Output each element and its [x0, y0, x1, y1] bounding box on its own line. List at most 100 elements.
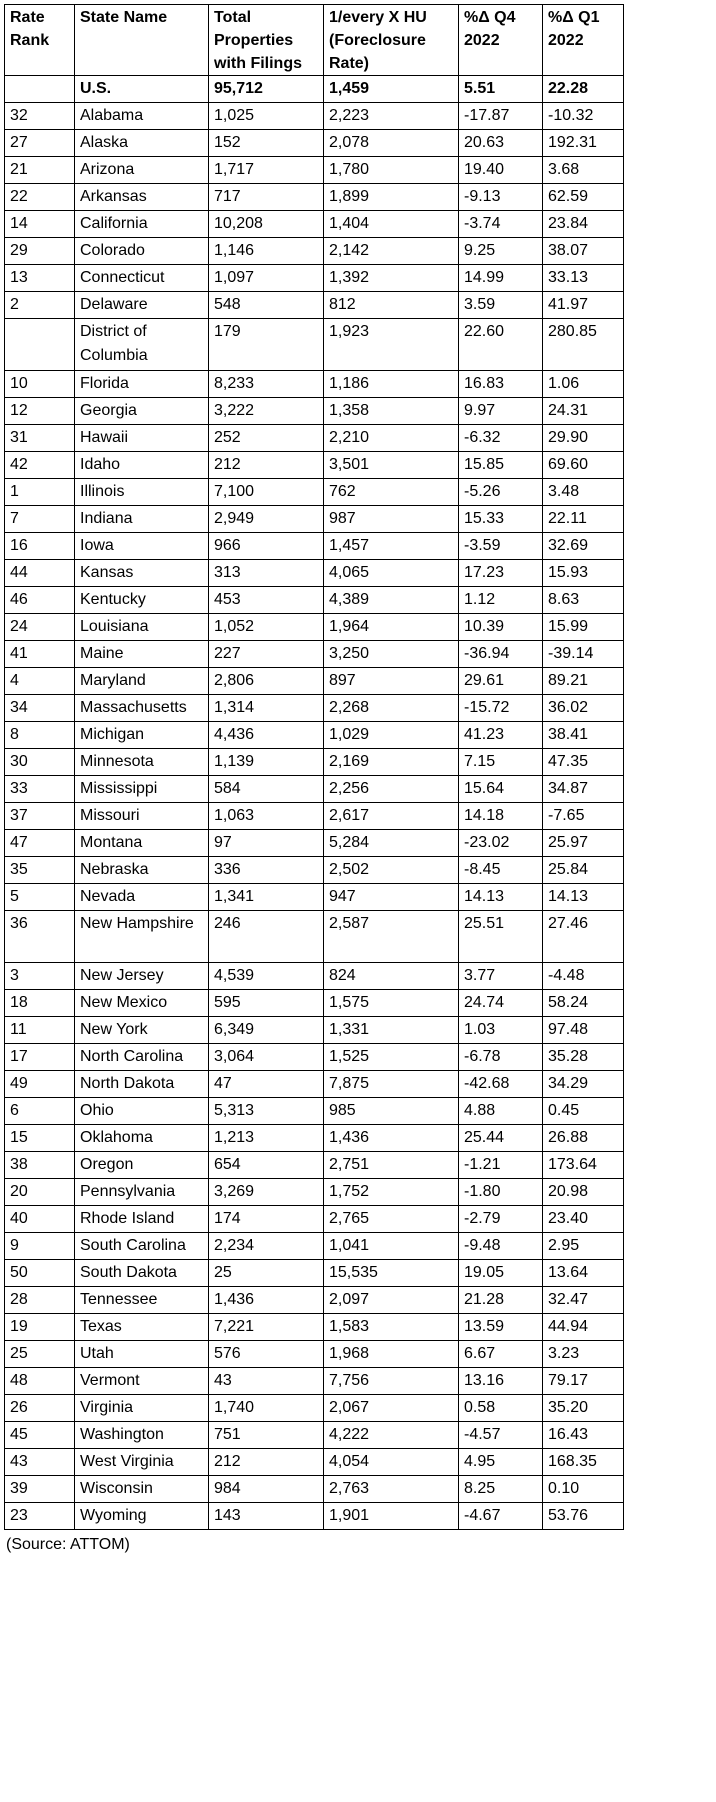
table-row: 27 Alaska 152 2,078 20.63 192.31 [4, 129, 624, 157]
total-properties-cell: 1,063 [208, 802, 324, 830]
rank-cell: 26 [4, 1394, 75, 1422]
table-row: 32 Alabama 1,025 2,223 -17.87 -10.32 [4, 102, 624, 130]
change-q4-cell: 19.05 [458, 1259, 543, 1287]
change-q4-cell: 4.95 [458, 1448, 543, 1476]
state-name-cell: New Hampshire [74, 910, 209, 963]
table-row: 28 Tennessee 1,436 2,097 21.28 32.47 [4, 1286, 624, 1314]
state-name-cell: Nevada [74, 883, 209, 911]
total-properties-cell: 336 [208, 856, 324, 884]
state-name-cell: Vermont [74, 1367, 209, 1395]
header-change-q4-2022: %Δ Q4 2022 [458, 4, 543, 76]
change-q1-cell: 3.68 [542, 156, 624, 184]
table-row: 47 Montana 97 5,284 -23.02 25.97 [4, 829, 624, 857]
us-change-q1-cell: 22.28 [542, 75, 624, 103]
change-q4-cell: 3.77 [458, 962, 543, 990]
change-q1-cell: 35.28 [542, 1043, 624, 1071]
rank-cell: 34 [4, 694, 75, 722]
us-foreclosure-rate-cell: 1,459 [323, 75, 459, 103]
change-q4-cell: 21.28 [458, 1286, 543, 1314]
state-name-cell: Ohio [74, 1097, 209, 1125]
foreclosure-rate-cell: 1,404 [323, 210, 459, 238]
rank-cell: 39 [4, 1475, 75, 1503]
change-q1-cell: 32.47 [542, 1286, 624, 1314]
rank-cell: 40 [4, 1205, 75, 1233]
change-q1-cell: 173.64 [542, 1151, 624, 1179]
rank-cell: 7 [4, 505, 75, 533]
state-name-cell: Montana [74, 829, 209, 857]
foreclosure-rate-cell: 987 [323, 505, 459, 533]
rank-cell: 18 [4, 989, 75, 1017]
table-row: 14 California 10,208 1,404 -3.74 23.84 [4, 210, 624, 238]
total-properties-cell: 2,234 [208, 1232, 324, 1260]
foreclosure-rate-cell: 2,078 [323, 129, 459, 157]
table-row: 29 Colorado 1,146 2,142 9.25 38.07 [4, 237, 624, 265]
change-q1-cell: 23.40 [542, 1205, 624, 1233]
state-name-cell: Washington [74, 1421, 209, 1449]
state-name-cell: District of Columbia [74, 318, 209, 371]
table-row: 8 Michigan 4,436 1,029 41.23 38.41 [4, 721, 624, 749]
change-q4-cell: 4.88 [458, 1097, 543, 1125]
state-name-cell: Virginia [74, 1394, 209, 1422]
change-q4-cell: 14.13 [458, 883, 543, 911]
change-q1-cell: 41.97 [542, 291, 624, 319]
state-name-cell: Georgia [74, 397, 209, 425]
total-properties-cell: 1,213 [208, 1124, 324, 1152]
change-q4-cell: -1.21 [458, 1151, 543, 1179]
foreclosure-rate-cell: 2,256 [323, 775, 459, 803]
table-row: 34 Massachusetts 1,314 2,268 -15.72 36.02 [4, 694, 624, 722]
state-name-cell: Colorado [74, 237, 209, 265]
change-q4-cell: 3.59 [458, 291, 543, 319]
state-name-cell: Hawaii [74, 424, 209, 452]
change-q4-cell: 14.99 [458, 264, 543, 292]
state-name-cell: Texas [74, 1313, 209, 1341]
change-q1-cell: 53.76 [542, 1502, 624, 1530]
change-q4-cell: 1.12 [458, 586, 543, 614]
rank-cell: 33 [4, 775, 75, 803]
change-q1-cell: 26.88 [542, 1124, 624, 1152]
us-rank-cell [4, 75, 75, 103]
change-q4-cell: 19.40 [458, 156, 543, 184]
foreclosure-rate-cell: 1,436 [323, 1124, 459, 1152]
state-name-cell: Pennsylvania [74, 1178, 209, 1206]
rank-cell: 48 [4, 1367, 75, 1395]
foreclosure-rate-cell: 985 [323, 1097, 459, 1125]
change-q1-cell: 34.29 [542, 1070, 624, 1098]
rank-cell: 6 [4, 1097, 75, 1125]
rank-cell: 44 [4, 559, 75, 587]
foreclosure-rate-cell: 4,054 [323, 1448, 459, 1476]
table-row: 38 Oregon 654 2,751 -1.21 173.64 [4, 1151, 624, 1179]
foreclosure-rate-cell: 7,756 [323, 1367, 459, 1395]
table-row: 33 Mississippi 584 2,256 15.64 34.87 [4, 775, 624, 803]
foreclosure-rate-cell: 1,583 [323, 1313, 459, 1341]
table-row: 43 West Virginia 212 4,054 4.95 168.35 [4, 1448, 624, 1476]
change-q4-cell: 17.23 [458, 559, 543, 587]
total-properties-cell: 3,222 [208, 397, 324, 425]
header-row: Rate Rank State Name Total Properties with … [4, 4, 624, 76]
total-properties-cell: 1,717 [208, 156, 324, 184]
total-properties-cell: 5,313 [208, 1097, 324, 1125]
foreclosure-rate-cell: 2,763 [323, 1475, 459, 1503]
header-rate-rank: Rate Rank [4, 4, 75, 76]
foreclosure-rate-cell: 1,901 [323, 1502, 459, 1530]
change-q4-cell: 20.63 [458, 129, 543, 157]
state-name-cell: Arizona [74, 156, 209, 184]
table-row: 16 Iowa 966 1,457 -3.59 32.69 [4, 532, 624, 560]
foreclosure-rate-cell: 1,525 [323, 1043, 459, 1071]
rank-cell: 8 [4, 721, 75, 749]
table-row: District of Columbia 179 1,923 22.60 280.85 [4, 318, 624, 371]
foreclosure-rate-cell: 7,875 [323, 1070, 459, 1098]
change-q4-cell: 15.33 [458, 505, 543, 533]
rank-cell: 19 [4, 1313, 75, 1341]
change-q1-cell: 62.59 [542, 183, 624, 211]
foreclosure-rate-cell: 1,457 [323, 532, 459, 560]
total-properties-cell: 2,949 [208, 505, 324, 533]
total-properties-cell: 25 [208, 1259, 324, 1287]
total-properties-cell: 3,064 [208, 1043, 324, 1071]
change-q4-cell: -8.45 [458, 856, 543, 884]
change-q4-cell: -2.79 [458, 1205, 543, 1233]
state-name-cell: Oklahoma [74, 1124, 209, 1152]
change-q1-cell: 2.95 [542, 1232, 624, 1260]
total-properties-cell: 4,436 [208, 721, 324, 749]
state-name-cell: Nebraska [74, 856, 209, 884]
rank-cell: 3 [4, 962, 75, 990]
